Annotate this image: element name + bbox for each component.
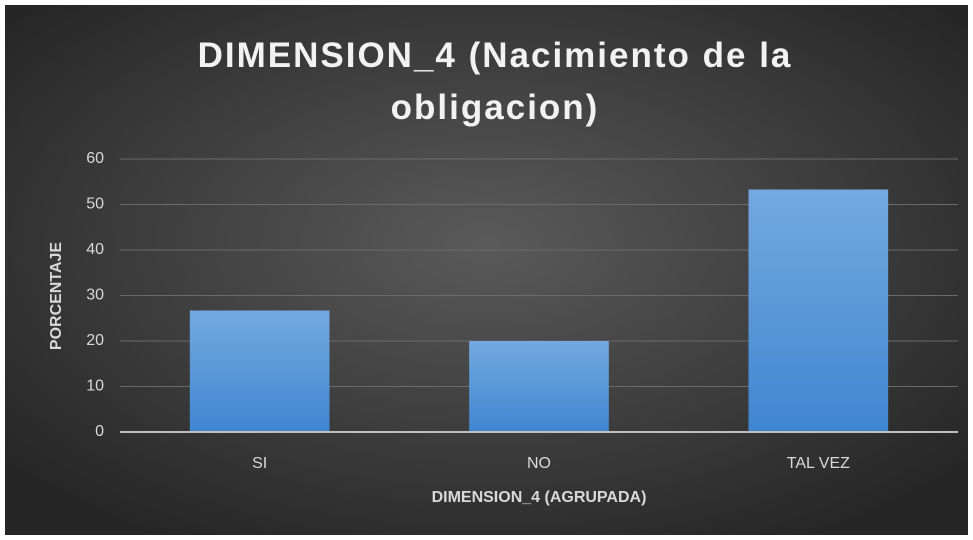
y-tick-label: 20: [86, 332, 104, 349]
x-axis-label: DIMENSION_4 (AGRUPADA): [432, 489, 647, 506]
chart-title: DIMENSION_4 (Nacimiento de la obligacion…: [197, 36, 793, 127]
bar: [189, 310, 330, 432]
x-tick-label: NO: [527, 455, 551, 472]
y-tick-label: 50: [86, 196, 104, 213]
y-tick-label: 0: [95, 423, 104, 440]
y-axis-label: PORCENTAJE: [48, 242, 65, 350]
y-tick-label: 40: [86, 241, 104, 258]
x-tick-label: TAL VEZ: [787, 455, 850, 472]
y-tick-label: 60: [86, 150, 104, 167]
y-tick-label: 10: [86, 378, 104, 395]
x-tick-label: SI: [252, 455, 267, 472]
y-tick-label: 30: [86, 287, 104, 304]
bar: [469, 341, 609, 432]
bar: [748, 189, 889, 432]
